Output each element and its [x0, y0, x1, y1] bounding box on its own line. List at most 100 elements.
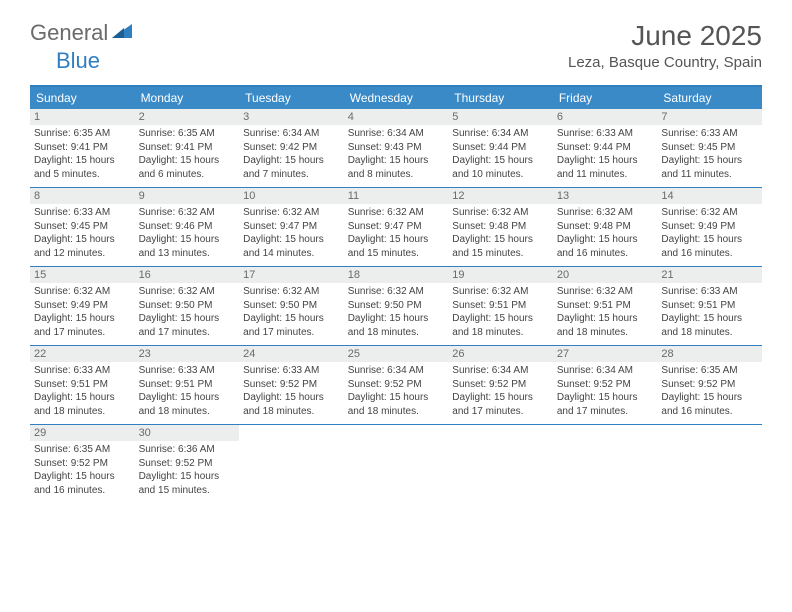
location-text: Leza, Basque Country, Spain: [568, 54, 762, 71]
sunrise-line: Sunrise: 6:32 AM: [243, 285, 340, 299]
sunset-line: Sunset: 9:48 PM: [452, 220, 549, 234]
logo-text-part1: General: [30, 20, 108, 46]
day-number: 18: [344, 267, 449, 283]
day-cell: 13Sunrise: 6:32 AMSunset: 9:48 PMDayligh…: [553, 188, 658, 266]
day-number: 29: [30, 425, 135, 441]
daylight-line: Daylight: 15 hours and 16 minutes.: [34, 470, 131, 497]
day-cell: 10Sunrise: 6:32 AMSunset: 9:47 PMDayligh…: [239, 188, 344, 266]
daylight-line: Daylight: 15 hours and 15 minutes.: [139, 470, 236, 497]
daylight-line: Daylight: 15 hours and 16 minutes.: [661, 391, 758, 418]
day-number: 16: [135, 267, 240, 283]
sunset-line: Sunset: 9:52 PM: [139, 457, 236, 471]
day-number: 14: [657, 188, 762, 204]
day-number: 8: [30, 188, 135, 204]
sunset-line: Sunset: 9:49 PM: [661, 220, 758, 234]
day-cell: 2Sunrise: 6:35 AMSunset: 9:41 PMDaylight…: [135, 109, 240, 187]
sunset-line: Sunset: 9:45 PM: [661, 141, 758, 155]
sunrise-line: Sunrise: 6:35 AM: [34, 127, 131, 141]
day-cell: 24Sunrise: 6:33 AMSunset: 9:52 PMDayligh…: [239, 346, 344, 424]
day-number: 23: [135, 346, 240, 362]
sunrise-line: Sunrise: 6:32 AM: [661, 206, 758, 220]
sunset-line: Sunset: 9:46 PM: [139, 220, 236, 234]
weekday-sunday: Sunday: [30, 87, 135, 109]
day-cell: 21Sunrise: 6:33 AMSunset: 9:51 PMDayligh…: [657, 267, 762, 345]
day-cell: 11 Sunrise: 6:32 AMSunset: 9:47 PMDayligh…: [344, 188, 449, 266]
day-cell: 14 Sunrise: 6:32 AMSunset: 9:49 PMDayligh…: [657, 188, 762, 266]
day-cell: 4Sunrise: 6:34 AMSunset: 9:43 PMDaylight…: [344, 109, 449, 187]
day-number: 3: [239, 109, 344, 125]
sunrise-line: Sunrise: 6:34 AM: [243, 127, 340, 141]
daylight-line: Daylight: 15 hours and 10 minutes.: [452, 154, 549, 181]
day-number: 27: [553, 346, 658, 362]
sunrise-line: Sunrise: 6:33 AM: [34, 206, 131, 220]
week-row: 15Sunrise: 6:32 AMSunset: 9:49 PMDayligh…: [30, 267, 762, 346]
sunset-line: Sunset: 9:52 PM: [557, 378, 654, 392]
day-cell: 18Sunrise: 6:32 AMSunset: 9:50 PMDayligh…: [344, 267, 449, 345]
daylight-line: Daylight: 15 hours and 18 minutes.: [452, 312, 549, 339]
logo: General: [30, 20, 136, 46]
day-number: 17: [239, 267, 344, 283]
sunrise-line: Sunrise: 6:34 AM: [348, 364, 445, 378]
weekday-saturday: Saturday: [657, 87, 762, 109]
sunrise-line: Sunrise: 6:32 AM: [452, 206, 549, 220]
sunset-line: Sunset: 9:50 PM: [243, 299, 340, 313]
daylight-line: Daylight: 15 hours and 18 minutes.: [34, 391, 131, 418]
weekday-thursday: Thursday: [448, 87, 553, 109]
daylight-line: Daylight: 15 hours and 5 minutes.: [34, 154, 131, 181]
daylight-line: Daylight: 15 hours and 17 minutes.: [557, 391, 654, 418]
sunset-line: Sunset: 9:47 PM: [348, 220, 445, 234]
day-number: 30: [135, 425, 240, 441]
sunset-line: Sunset: 9:42 PM: [243, 141, 340, 155]
day-number: 6: [553, 109, 658, 125]
sunset-line: Sunset: 9:50 PM: [139, 299, 236, 313]
sunrise-line: Sunrise: 6:32 AM: [348, 206, 445, 220]
day-cell: 20Sunrise: 6:32 AMSunset: 9:51 PMDayligh…: [553, 267, 658, 345]
daylight-line: Daylight: 15 hours and 18 minutes.: [348, 391, 445, 418]
daylight-line: Daylight: 15 hours and 14 minutes.: [243, 233, 340, 260]
daylight-line: Daylight: 15 hours and 15 minutes.: [348, 233, 445, 260]
sunset-line: Sunset: 9:51 PM: [557, 299, 654, 313]
daylight-line: Daylight: 15 hours and 11 minutes.: [661, 154, 758, 181]
day-number: 20: [553, 267, 658, 283]
day-number: 2: [135, 109, 240, 125]
weekday-tuesday: Tuesday: [239, 87, 344, 109]
day-number: 5: [448, 109, 553, 125]
day-cell: 17Sunrise: 6:32 AMSunset: 9:50 PMDayligh…: [239, 267, 344, 345]
sunrise-line: Sunrise: 6:34 AM: [452, 127, 549, 141]
sunrise-line: Sunrise: 6:32 AM: [452, 285, 549, 299]
logo-text-part2: Blue: [56, 48, 100, 73]
sunrise-line: Sunrise: 6:33 AM: [557, 127, 654, 141]
empty-cell: [239, 425, 344, 503]
day-cell: 19 Sunrise: 6:32 AMSunset: 9:51 PMDayligh…: [448, 267, 553, 345]
sunset-line: Sunset: 9:51 PM: [34, 378, 131, 392]
day-number: 19: [448, 267, 553, 283]
sunset-line: Sunset: 9:50 PM: [348, 299, 445, 313]
daylight-line: Daylight: 15 hours and 18 minutes.: [661, 312, 758, 339]
daylight-line: Daylight: 15 hours and 17 minutes.: [139, 312, 236, 339]
day-cell: 1Sunrise: 6:35 AMSunset: 9:41 PMDaylight…: [30, 109, 135, 187]
day-number: 4: [344, 109, 449, 125]
week-row: 1Sunrise: 6:35 AMSunset: 9:41 PMDaylight…: [30, 109, 762, 188]
daylight-line: Daylight: 15 hours and 16 minutes.: [661, 233, 758, 260]
day-number: 11: [344, 188, 449, 204]
daylight-line: Daylight: 15 hours and 11 minutes.: [557, 154, 654, 181]
sunrise-line: Sunrise: 6:32 AM: [557, 285, 654, 299]
day-number: 22: [30, 346, 135, 362]
day-number: 13: [553, 188, 658, 204]
sunset-line: Sunset: 9:51 PM: [452, 299, 549, 313]
sunrise-line: Sunrise: 6:35 AM: [139, 127, 236, 141]
week-row: 22Sunrise: 6:33 AMSunset: 9:51 PMDayligh…: [30, 346, 762, 425]
day-cell: 7Sunrise: 6:33 AMSunset: 9:45 PMDaylight…: [657, 109, 762, 187]
day-number: 12: [448, 188, 553, 204]
weeks-container: 1Sunrise: 6:35 AMSunset: 9:41 PMDaylight…: [30, 109, 762, 503]
day-cell: 3Sunrise: 6:34 AMSunset: 9:42 PMDaylight…: [239, 109, 344, 187]
weekday-wednesday: Wednesday: [344, 87, 449, 109]
day-cell: 8Sunrise: 6:33 AMSunset: 9:45 PMDaylight…: [30, 188, 135, 266]
sunset-line: Sunset: 9:52 PM: [661, 378, 758, 392]
sunrise-line: Sunrise: 6:33 AM: [139, 364, 236, 378]
sunset-line: Sunset: 9:51 PM: [661, 299, 758, 313]
day-cell: 22Sunrise: 6:33 AMSunset: 9:51 PMDayligh…: [30, 346, 135, 424]
sunrise-line: Sunrise: 6:33 AM: [661, 127, 758, 141]
triangle-icon: [110, 22, 134, 45]
empty-cell: [344, 425, 449, 503]
